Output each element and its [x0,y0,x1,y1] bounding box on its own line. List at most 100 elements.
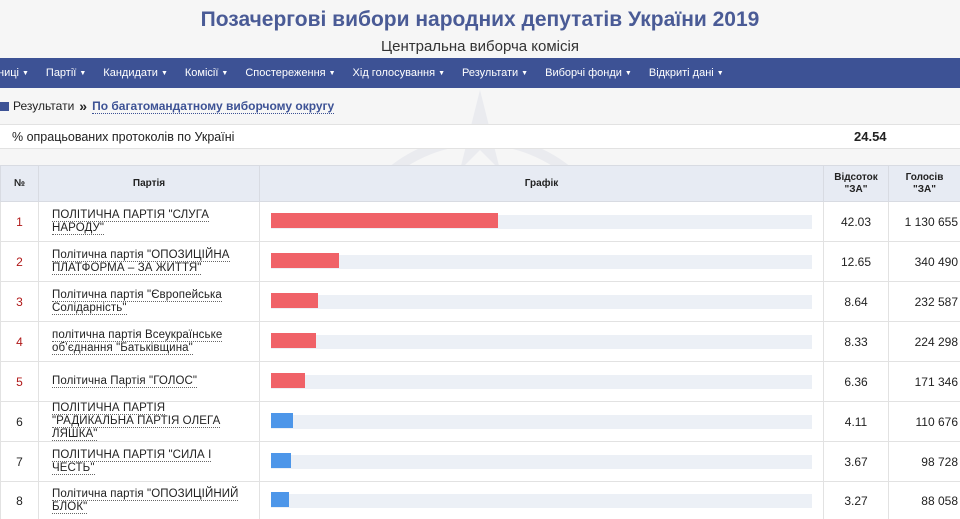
site-header: Позачергові вибори народних депутатів Ук… [0,0,960,58]
bar-track [271,372,812,389]
graph-cell [259,481,824,519]
caret-down-icon: ▼ [624,69,632,77]
nav-item-label: Результати [462,67,519,79]
result-bar [271,252,340,268]
caret-down-icon: ▼ [521,69,529,77]
table-row: 4 політична партія Всеукраїнське об’єдна… [0,321,960,362]
party-cell: ПОЛІТИЧНА ПАРТІЯ "СИЛА І ЧЕСТЬ" [38,441,260,482]
party-cell: Політична партія "ОПОЗИЦІЙНА ПЛАТФОРМА –… [38,241,260,282]
caret-down-icon: ▼ [21,69,29,77]
percent-cell: 8.64 [823,281,889,322]
graph-cell [259,401,824,442]
nav-item-voting-progress[interactable]: Хід голосування ▼ [344,67,453,79]
nav-item-parties[interactable]: Партії ▼ [37,67,94,79]
row-num: 3 [0,281,39,322]
breadcrumb-square-icon [0,101,9,111]
party-link[interactable]: ПОЛІТИЧНА ПАРТІЯ "СИЛА І ЧЕСТЬ" [52,448,212,475]
votes-cell: 171 346 [888,361,960,402]
nav-item-main[interactable]: ниці ▼ [0,67,37,79]
party-link[interactable]: Політична партія "Європейська Солідарніс… [52,288,222,315]
breadcrumb-results-link[interactable]: Результати [13,99,75,113]
result-bar [271,292,318,308]
party-link[interactable]: Політична партія "ОПОЗИЦІЙНИЙ БЛОК" [52,487,239,514]
result-bar [271,332,317,348]
bar-track [271,412,812,429]
row-num: 5 [0,361,39,402]
party-link[interactable]: ПОЛІТИЧНА ПАРТІЯ "РАДИКАЛЬНА ПАРТІЯ ОЛЕГ… [52,402,221,441]
protocols-progress-value: 24.54 [854,129,887,144]
header-percent: Відсоток "ЗА" [823,165,889,202]
nav-item-label: Комісії [184,67,219,79]
nav-item-commissions[interactable]: Комісії ▼ [176,67,236,79]
caret-down-icon: ▼ [160,69,168,77]
result-bar [271,491,289,507]
table-row: 8 Політична партія "ОПОЗИЦІЙНИЙ БЛОК" 3.… [0,481,960,519]
table-row: 6 ПОЛІТИЧНА ПАРТІЯ "РАДИКАЛЬНА ПАРТІЯ ОЛ… [0,401,960,442]
breadcrumb-separator: » [79,98,88,114]
percent-cell: 4.11 [823,401,889,442]
percent-cell: 3.27 [823,481,889,519]
party-cell: ПОЛІТИЧНА ПАРТІЯ "РАДИКАЛЬНА ПАРТІЯ ОЛЕГ… [38,401,260,442]
breadcrumb-current[interactable]: По багатомандатному виборчому округу [92,98,335,114]
table-row: 7 ПОЛІТИЧНА ПАРТІЯ "СИЛА І ЧЕСТЬ" 3.67 9… [0,441,960,482]
votes-cell: 88 058 [888,481,960,519]
nav-item-label: Партії [45,67,77,79]
bar-track [271,292,812,309]
percent-cell: 12.65 [823,241,889,282]
header-party: Партія [38,165,260,202]
votes-cell: 224 298 [888,321,960,362]
nav-item-candidates[interactable]: Кандидати ▼ [94,67,176,79]
party-cell: Політична Партія "ГОЛОС" [38,361,260,402]
party-cell: Політична партія "ОПОЗИЦІЙНИЙ БЛОК" [38,481,260,519]
row-num: 4 [0,321,39,362]
results-table: № Партія Графік Відсоток "ЗА" Голосів "ЗА"… [0,165,960,519]
caret-down-icon: ▼ [438,69,445,77]
header-percent-line2: "ЗА" [844,183,868,195]
header-votes: Голосів "ЗА" [888,165,960,202]
table-row: 3 Політична партія "Європейська Солідарн… [0,281,960,322]
breadcrumb: Результати » По багатомандатному виборчо… [0,97,335,115]
party-link[interactable]: Політична партія "ОПОЗИЦІЙНА ПЛАТФОРМА –… [52,248,230,275]
votes-cell: 340 490 [888,241,960,282]
votes-cell: 110 676 [888,401,960,442]
result-bar [271,452,291,468]
nav-item-results[interactable]: Результати ▼ [453,67,536,79]
graph-cell [259,281,824,322]
bar-track [271,332,812,349]
result-bar [271,412,294,428]
protocols-progress-label: % опрацьованих протоколів по Україні [12,129,235,144]
graph-cell [259,241,824,282]
caret-down-icon: ▼ [79,69,87,77]
nav-item-election-funds[interactable]: Виборчі фонди ▼ [536,67,640,79]
row-num: 6 [0,401,39,442]
party-link[interactable]: політична партія Всеукраїнське об’єднанн… [52,328,223,355]
caret-down-icon: ▼ [328,69,336,77]
graph-cell [259,201,824,242]
main-navbar: ниці ▼ Партії ▼ Кандидати ▼ Комісії ▼ Спосте… [0,58,960,88]
header-percent-line1: Відсоток [834,171,878,183]
percent-cell: 42.03 [823,201,889,242]
percent-cell: 3.67 [823,441,889,482]
nav-item-label: Кандидати [103,67,158,79]
result-bar [271,212,499,228]
bar-track [271,452,812,469]
party-link[interactable]: Політична Партія "ГОЛОС" [52,375,198,388]
header-votes-line2: "ЗА" [913,183,936,195]
bar-track [271,491,812,508]
nav-item-label: Хід голосування [352,67,436,79]
graph-cell [259,321,824,362]
site-subtitle: Центральна виборча комісія [381,38,579,55]
table-row: 2 Політична партія "ОПОЗИЦІЙНА ПЛАТФОРМА… [0,241,960,282]
nav-item-label: ниці [0,67,19,79]
nav-item-observation[interactable]: Спостереження ▼ [236,67,343,79]
party-cell: ПОЛІТИЧНА ПАРТІЯ "СЛУГА НАРОДУ" [38,201,260,242]
percent-cell: 8.33 [823,321,889,362]
nav-item-open-data[interactable]: Відкриті дані ▼ [640,67,732,79]
row-num: 7 [0,441,39,482]
graph-cell [259,361,824,402]
votes-cell: 232 587 [888,281,960,322]
party-link[interactable]: ПОЛІТИЧНА ПАРТІЯ "СЛУГА НАРОДУ" [52,208,210,235]
party-cell: Політична партія "Європейська Солідарніс… [38,281,260,322]
header-votes-line1: Голосів [905,171,944,183]
header-graph: Графік [259,165,824,202]
